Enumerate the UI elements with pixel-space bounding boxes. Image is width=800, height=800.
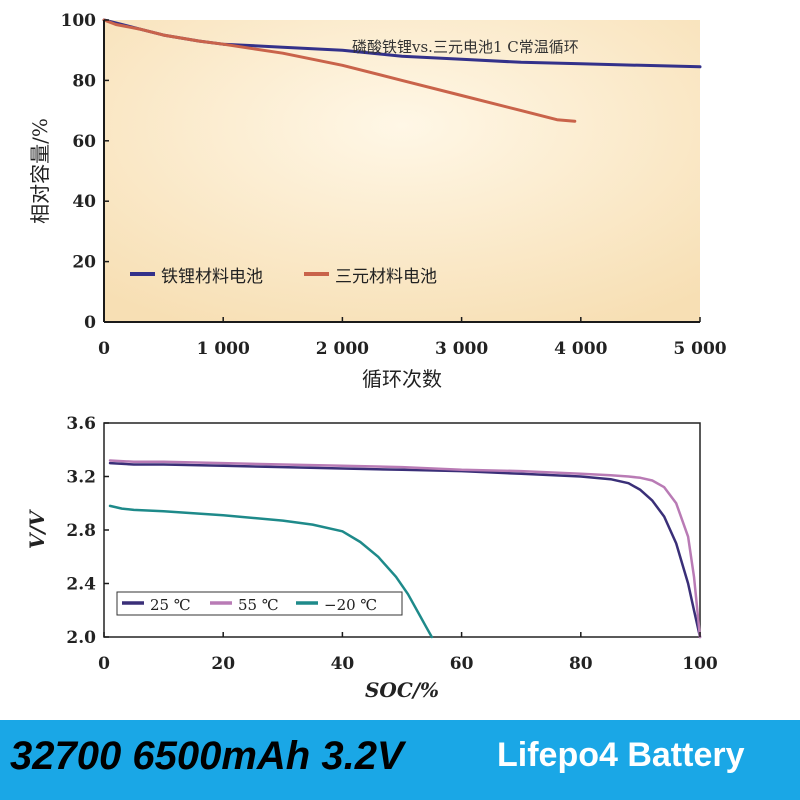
chart1-x-label: 循环次数 [362, 367, 442, 391]
chart2-y-tick-label: 3.2 [66, 468, 96, 488]
chart2-x-tick-label: 20 [211, 654, 235, 674]
chart1-x-tick-label: 3 000 [435, 339, 488, 359]
chart2-series-line-1 [108, 459, 702, 639]
chart2-x-tick-label: 80 [569, 654, 593, 674]
chart1-x-tick-label: 2 000 [316, 339, 369, 359]
chart2-y-label: V/V [25, 508, 49, 549]
chart2-legend-label-25c: 25 ℃ [150, 596, 191, 614]
chart2-series-line-0 [108, 461, 702, 639]
chart1-y-label: 相对容量/% [28, 118, 52, 224]
chart1-ticks: 0 1 000 2 000 3 000 4 000 5 000 0 20 40 60 80 100 [61, 11, 727, 359]
chart2-y-tick-label: 2.8 [66, 521, 96, 541]
chart2-ticks: 0 20 40 60 80 100 2.0 2.4 2.8 3.2 3.6 [66, 414, 717, 674]
chart1-x-tick-label: 0 [98, 339, 110, 359]
chart1-y-tick-label: 20 [72, 253, 96, 273]
chart2-x-label: SOC/% [365, 678, 439, 702]
chart2-x-tick-label: 60 [450, 654, 474, 674]
chart-discharge: 0 20 40 60 80 100 2.0 2.4 2.8 3.2 3.6 SOC/% V/V 25… [25, 414, 718, 702]
banner-product-text: Lifepo4 Battery [497, 736, 745, 774]
charts-canvas: 0 1 000 2 000 3 000 4 000 5 000 0 20 40 60 80 100 磷… [25, 11, 727, 702]
chart2-x-tick-label: 40 [331, 654, 355, 674]
chart2-y-tick-label: 3.6 [66, 414, 96, 434]
chart2-legend-box [116, 591, 403, 616]
chart1-x-tick-label: 5 000 [673, 339, 726, 359]
chart2-legend: 25 ℃ 55 ℃ −20 ℃ [116, 591, 403, 616]
chart1-series-line-1 [102, 18, 577, 123]
chart2-series-line-2 [108, 504, 434, 639]
chart1-y-tick-label: 60 [72, 132, 96, 152]
chart1-x-tick-label: 4 000 [554, 339, 607, 359]
chart2-x-tick-label: 0 [98, 654, 110, 674]
chart1-plot-background [104, 20, 700, 322]
chart1-legend-label-ncm: 三元材料电池 [335, 267, 437, 287]
chart1-series-group [102, 18, 702, 123]
chart1-y-tick-label: 40 [72, 192, 96, 212]
chart2-y-tick-label: 2.4 [66, 575, 96, 595]
chart1-legend-label-lfp: 铁锂材料电池 [161, 267, 263, 287]
chart2-x-tick-label: 100 [682, 654, 718, 674]
product-banner: 32700 6500mAh 3.2V Lifepo4 Battery [0, 720, 800, 800]
chart1-y-tick-label: 0 [84, 313, 96, 333]
chart1-x-tick-label: 1 000 [197, 339, 250, 359]
banner-spec-text: 32700 6500mAh 3.2V [10, 734, 404, 778]
chart1-y-tick-label: 100 [61, 11, 97, 31]
chart1-y-tick-label: 80 [72, 71, 96, 91]
chart1-title: 磷酸铁锂vs.三元电池1 C常温循环 [352, 38, 579, 56]
chart2-y-tick-label: 2.0 [66, 628, 96, 648]
chart-cycle-life: 0 1 000 2 000 3 000 4 000 5 000 0 20 40 60 80 100 磷… [28, 11, 727, 391]
chart2-legend-label-55c: 55 ℃ [238, 596, 279, 614]
chart2-series-group [108, 459, 702, 639]
chart2-legend-label-minus20c: −20 ℃ [324, 596, 377, 614]
chart1-legend: 铁锂材料电池 三元材料电池 [130, 267, 437, 287]
